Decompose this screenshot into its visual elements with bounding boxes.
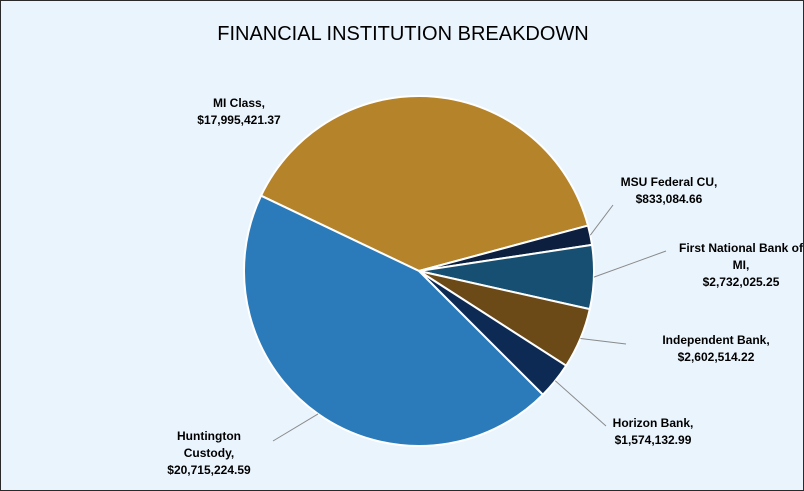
pie-slice bbox=[259, 95, 590, 273]
chart-title: FINANCIAL INSTITUTION BREAKDOWN bbox=[217, 23, 589, 45]
slice-value: $1,574,132.99 bbox=[614, 433, 692, 447]
data-label: MI Class, $17,995,421.37 bbox=[159, 95, 319, 129]
leader-line bbox=[554, 380, 607, 427]
slice-name: First National Bank of MI, bbox=[678, 241, 803, 272]
leader-line bbox=[593, 250, 667, 278]
leader-line bbox=[589, 204, 614, 236]
slice-value: $2,602,514.22 bbox=[677, 350, 755, 364]
data-label: Huntington Custody, $20,715,224.59 bbox=[159, 428, 259, 479]
slice-name: MI Class, bbox=[212, 96, 266, 110]
slice-name: MSU Federal CU, bbox=[620, 175, 718, 189]
slice-value: $17,995,421.37 bbox=[197, 113, 281, 127]
data-label: First National Bank of MI, $2,732,025.25 bbox=[674, 240, 803, 291]
slice-name: Horizon Bank, bbox=[612, 416, 694, 430]
slice-value: $20,715,224.59 bbox=[167, 463, 251, 477]
data-label: Independent Bank, $2,602,514.22 bbox=[636, 332, 796, 366]
slice-value: $2,732,025.25 bbox=[702, 275, 780, 289]
slice-name: Huntington Custody, bbox=[177, 429, 241, 460]
leader-line bbox=[580, 337, 627, 345]
leader-line bbox=[272, 413, 319, 442]
slice-name: Independent Bank, bbox=[662, 333, 770, 347]
data-label: Horizon Bank, $1,574,132.99 bbox=[573, 415, 733, 449]
pie-slice bbox=[243, 194, 545, 447]
slice-value: $833,084.66 bbox=[635, 192, 703, 206]
data-label: MSU Federal CU, $833,084.66 bbox=[589, 174, 749, 208]
